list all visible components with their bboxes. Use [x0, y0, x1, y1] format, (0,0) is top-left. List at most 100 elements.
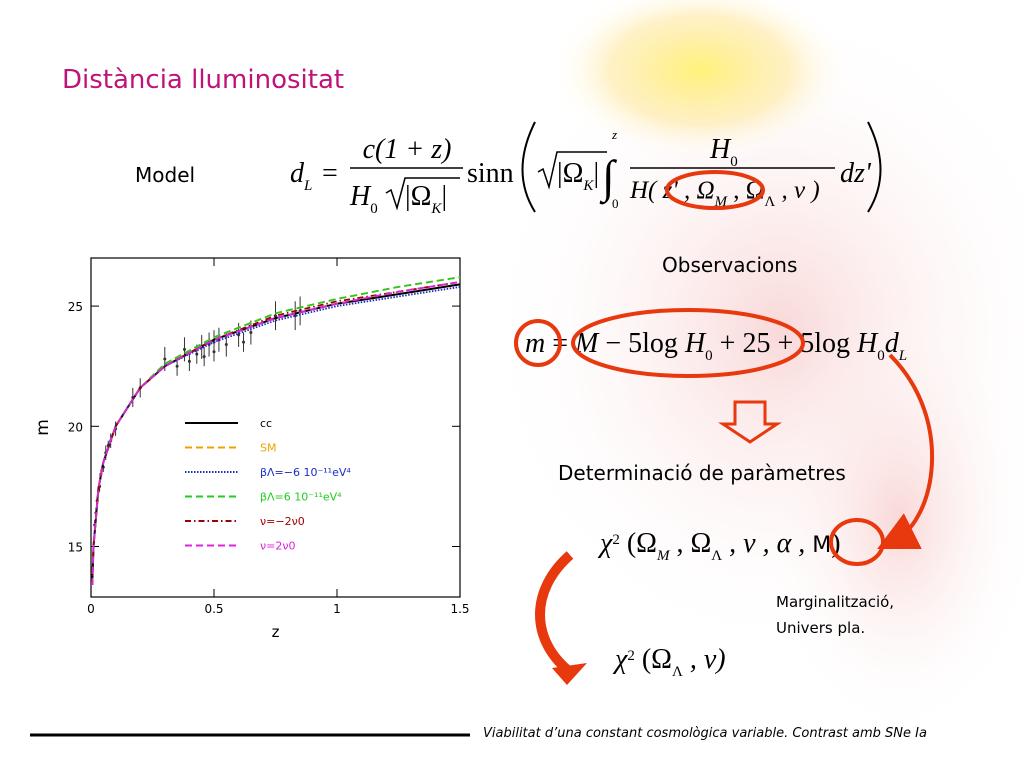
formula-part: M — [812, 533, 831, 558]
formula-part: , Ω — [669, 528, 711, 559]
data-point — [195, 352, 199, 356]
formula-part: H — [684, 328, 707, 359]
formula-part: | — [593, 158, 599, 189]
plot-frame — [90, 257, 461, 598]
formula-shape: 0 — [612, 196, 619, 211]
formula-shape — [867, 121, 882, 213]
data-point — [242, 340, 246, 344]
formula-part: L — [303, 178, 312, 194]
formula-shape: c(1 + z) — [363, 134, 452, 165]
formula-part: Λ — [711, 548, 722, 564]
x-axis-label: z — [272, 623, 280, 641]
curve — [91, 281, 461, 586]
observations-label: Observacions — [662, 253, 797, 277]
formula-shape: |ΩK| — [557, 158, 599, 194]
legend-label: ν=−2ν0 — [260, 515, 305, 528]
formula-part: d — [290, 158, 305, 189]
formula-part: (Ω — [635, 644, 672, 675]
data-point — [182, 347, 186, 351]
plot-background — [30, 248, 480, 646]
legend-label: SM — [260, 442, 276, 455]
curve — [91, 276, 461, 586]
formula-part: , ν , α , — [722, 528, 812, 559]
y-tick-label: 25 — [68, 300, 83, 314]
formula-part: χ — [597, 528, 613, 559]
legend-label: ν=2ν0 — [260, 540, 296, 553]
formula-part: m — [525, 328, 545, 359]
data-point — [237, 333, 241, 337]
formula-part: Λ — [764, 194, 775, 210]
formula-part: K — [582, 178, 594, 194]
reduced-chi-formula: χ2 (ΩΛ , ν) — [612, 644, 726, 680]
data-point — [249, 331, 253, 335]
formula-part: H — [709, 134, 732, 165]
highlight — [665, 170, 765, 210]
data-point — [224, 343, 228, 347]
curve — [91, 281, 461, 586]
magnitude-formula: m = M − 5log H0 + 25 + 5log H0dL — [525, 328, 907, 364]
formula-part: Λ — [672, 664, 683, 680]
arrow — [552, 663, 587, 685]
plot: 0 0.5 1 1.5 15 20 25 z m cc SM βΛ=−6 10⁻¹¹eV⁴ βΛ=6 1… — [33, 257, 470, 641]
x-tick-label: 1.5 — [450, 602, 469, 616]
parameters-label: Determinació de paràmetres — [558, 461, 846, 485]
formula-part: M — [656, 548, 671, 564]
formula-part: |Ω — [557, 158, 583, 189]
legend-label: βΛ=6 10⁻¹¹eV⁴ — [260, 491, 342, 504]
formula-part: |Ω — [405, 181, 431, 212]
data-point — [187, 359, 191, 363]
arrow — [535, 551, 574, 676]
x-tick-label: 0.5 — [204, 602, 223, 616]
formula-part: χ — [612, 644, 628, 675]
formula-part: − 5log — [598, 328, 685, 359]
formula-shape: dz' — [840, 158, 872, 189]
formula-part: + 25 + 5log — [713, 328, 857, 359]
note: Univers pla. — [776, 619, 865, 637]
slide-title: Distància lluminositat — [62, 65, 344, 95]
data-point — [202, 355, 206, 359]
y-axis-label: m — [33, 419, 53, 436]
formula-shape: H0 — [349, 181, 378, 217]
formula-part: H — [349, 181, 372, 212]
formula-shape: ∫ — [599, 151, 617, 205]
y-tick-label: 20 — [68, 420, 83, 434]
formula-part: 0 — [730, 154, 738, 170]
decor — [550, 0, 850, 160]
legend-label: cc — [260, 417, 272, 430]
formula-shape: sinn — [467, 158, 514, 189]
formula-shape — [385, 177, 460, 211]
formula-part: H — [856, 328, 879, 359]
formula-part: ) — [831, 528, 840, 559]
formula-shape: dL — [290, 158, 312, 194]
y-tick-label: 15 — [68, 541, 83, 555]
x-tick-label: 0 — [87, 602, 95, 616]
legend-label: βΛ=−6 10⁻¹¹eV⁴ — [260, 466, 351, 479]
formula-part: L — [898, 348, 907, 364]
chi-formula: χ2 (ΩM , ΩΛ , ν , α , M) — [597, 528, 841, 564]
arrow — [718, 400, 782, 444]
formula-shape — [537, 151, 607, 190]
data-point — [163, 357, 167, 361]
model-formula: dL = c(1 + z) H0 |ΩK| sinn |ΩK| ∫ z 0 H0… — [290, 121, 882, 217]
highlight — [571, 308, 805, 378]
formula-part: 0 — [877, 348, 885, 364]
formula-part: (Ω — [620, 528, 657, 559]
formula-shape: z — [611, 127, 617, 142]
highlight — [829, 518, 885, 566]
formula-shape: = — [322, 158, 338, 189]
note: Marginalització, — [776, 593, 894, 611]
formula-part: 2 — [627, 648, 635, 664]
formula-part: , ν ) — [775, 177, 819, 204]
formula-shape: |ΩK| — [405, 181, 447, 217]
model-label: Model — [135, 163, 195, 187]
footer: Viabilitat d’una constant cosmològica va… — [483, 726, 927, 741]
arrow — [877, 353, 934, 549]
formula-part: 0 — [370, 201, 378, 217]
formula-part: 2 — [612, 532, 620, 548]
formula-part: d — [885, 328, 900, 359]
highlight — [514, 319, 562, 367]
x-tick-label: 1 — [333, 602, 341, 616]
data-point — [175, 364, 179, 368]
